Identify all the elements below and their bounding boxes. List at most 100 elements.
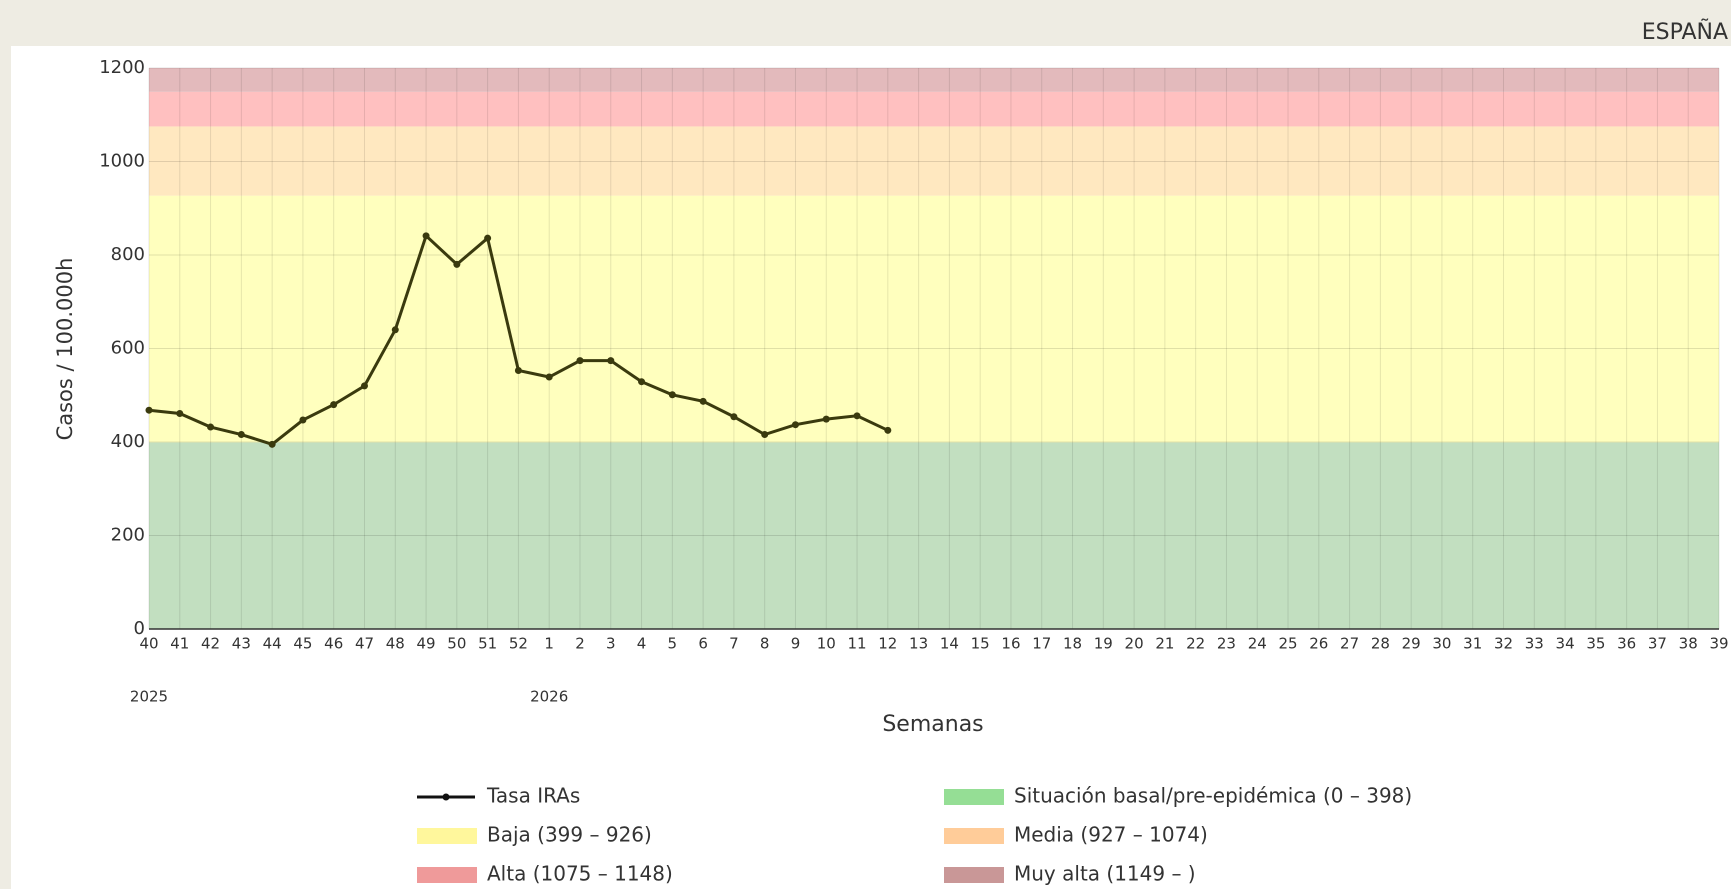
data-point — [822, 415, 830, 423]
x-tick-label: 20 — [1125, 635, 1144, 653]
x-tick-label: 41 — [170, 635, 189, 653]
data-point — [791, 421, 799, 429]
x-tick-label: 13 — [909, 635, 928, 653]
x-tick-label: 23 — [1217, 635, 1236, 653]
x-tick-label: 34 — [1556, 635, 1575, 653]
x-axis-title: Semanas — [882, 712, 983, 737]
x-tick-label: 22 — [1186, 635, 1205, 653]
data-point — [330, 401, 338, 409]
x-tick-label: 47 — [355, 635, 374, 653]
x-tick-label: 52 — [509, 635, 528, 653]
data-point — [453, 260, 461, 268]
x-tick-label: 32 — [1494, 635, 1513, 653]
y-tick-label: 600 — [111, 338, 145, 359]
x-tick-label: 33 — [1525, 635, 1544, 653]
legend-swatch — [944, 828, 1004, 844]
legend-label: Alta (1075 – 1148) — [487, 862, 673, 886]
data-point — [299, 416, 307, 424]
x-tick-label: 14 — [940, 635, 959, 653]
data-point — [176, 409, 184, 417]
x-tick-label: 6 — [698, 635, 708, 653]
threshold-band — [149, 126, 1719, 196]
x-tick-label: 26 — [1309, 635, 1328, 653]
legend-swatch — [417, 828, 477, 844]
data-point — [730, 413, 738, 421]
data-point — [391, 326, 399, 334]
x-tick-label: 31 — [1463, 635, 1482, 653]
x-tick-label: 39 — [1709, 635, 1728, 653]
y-tick-label: 200 — [111, 525, 145, 546]
x-tick-label: 2 — [575, 635, 585, 653]
x-tick-label: 17 — [1032, 635, 1051, 653]
x-tick-label: 1 — [544, 635, 554, 653]
x-tick-label: 15 — [971, 635, 990, 653]
data-point — [761, 431, 769, 439]
data-point — [668, 391, 676, 399]
y-tick-label: 1200 — [99, 57, 145, 78]
x-group-label: 2025 — [130, 688, 168, 706]
x-tick-label: 5 — [668, 635, 678, 653]
legend-swatch — [417, 867, 477, 883]
x-tick-label: 21 — [1155, 635, 1174, 653]
y-tick-label: 400 — [111, 431, 145, 452]
x-tick-label: 18 — [1063, 635, 1082, 653]
region-title: ESPAÑA — [1642, 18, 1728, 45]
data-point — [422, 232, 430, 240]
x-tick-label: 44 — [263, 635, 282, 653]
threshold-band — [149, 195, 1719, 443]
threshold-band — [149, 442, 1719, 629]
x-tick-label: 10 — [817, 635, 836, 653]
x-tick-label: 16 — [1001, 635, 1020, 653]
y-axis-title: Casos / 100.000h — [53, 258, 77, 441]
data-point — [638, 378, 646, 386]
data-point — [514, 366, 522, 374]
x-tick-label: 24 — [1248, 635, 1267, 653]
x-tick-label: 38 — [1679, 635, 1698, 653]
x-tick-label: 11 — [847, 635, 866, 653]
x-tick-label: 48 — [386, 635, 405, 653]
legend-label: Media (927 – 1074) — [1014, 823, 1208, 847]
data-point — [360, 382, 368, 390]
data-point — [607, 357, 615, 365]
x-tick-label: 25 — [1278, 635, 1297, 653]
data-point — [545, 373, 553, 381]
x-tick-label: 45 — [293, 635, 312, 653]
threshold-band — [149, 91, 1719, 127]
x-tick-label: 51 — [478, 635, 497, 653]
x-tick-label: 7 — [729, 635, 739, 653]
x-tick-label: 49 — [417, 635, 436, 653]
x-tick-label: 28 — [1371, 635, 1390, 653]
y-tick-label: 800 — [111, 244, 145, 265]
x-tick-label: 50 — [447, 635, 466, 653]
data-point — [207, 423, 215, 431]
legend-label: Muy alta (1149 – ) — [1014, 862, 1196, 886]
y-tick-label: 1000 — [99, 151, 145, 172]
data-point — [853, 412, 861, 420]
x-tick-label: 3 — [606, 635, 616, 653]
x-tick-label: 27 — [1340, 635, 1359, 653]
x-tick-label: 46 — [324, 635, 343, 653]
x-tick-label: 30 — [1432, 635, 1451, 653]
legend-label: Baja (399 – 926) — [487, 823, 652, 847]
x-tick-label: 43 — [232, 635, 251, 653]
data-point — [576, 357, 584, 365]
x-tick-label: 37 — [1648, 635, 1667, 653]
x-group-label: 2026 — [530, 688, 568, 706]
data-point — [145, 406, 153, 414]
x-tick-label: 29 — [1402, 635, 1421, 653]
legend-marker — [442, 793, 450, 801]
data-point — [484, 234, 492, 242]
legend-swatch — [944, 789, 1004, 805]
x-tick-label: 4 — [637, 635, 647, 653]
x-tick-label: 35 — [1586, 635, 1605, 653]
x-tick-label: 8 — [760, 635, 770, 653]
legend-swatch — [944, 867, 1004, 883]
data-point — [699, 397, 707, 405]
data-point — [884, 426, 892, 434]
x-tick-label: 9 — [791, 635, 801, 653]
x-tick-label: 40 — [139, 635, 158, 653]
x-tick-label: 36 — [1617, 635, 1636, 653]
y-tick-label: 0 — [134, 618, 145, 639]
x-tick-label: 19 — [1094, 635, 1113, 653]
